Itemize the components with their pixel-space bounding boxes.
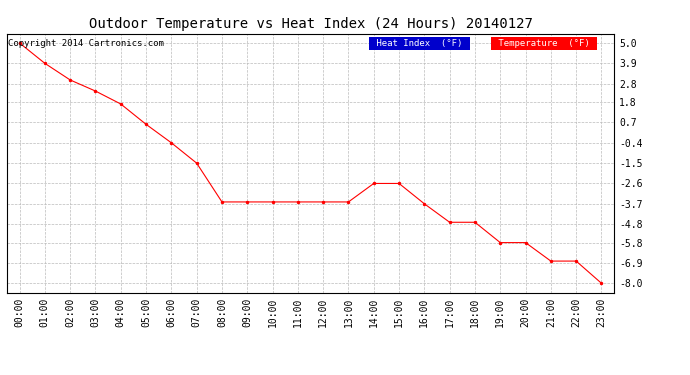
Text: Copyright 2014 Cartronics.com: Copyright 2014 Cartronics.com <box>8 39 164 48</box>
Title: Outdoor Temperature vs Heat Index (24 Hours) 20140127: Outdoor Temperature vs Heat Index (24 Ho… <box>88 17 533 31</box>
Text: Heat Index  (°F): Heat Index (°F) <box>371 39 468 48</box>
Text: Temperature  (°F): Temperature (°F) <box>493 39 595 48</box>
